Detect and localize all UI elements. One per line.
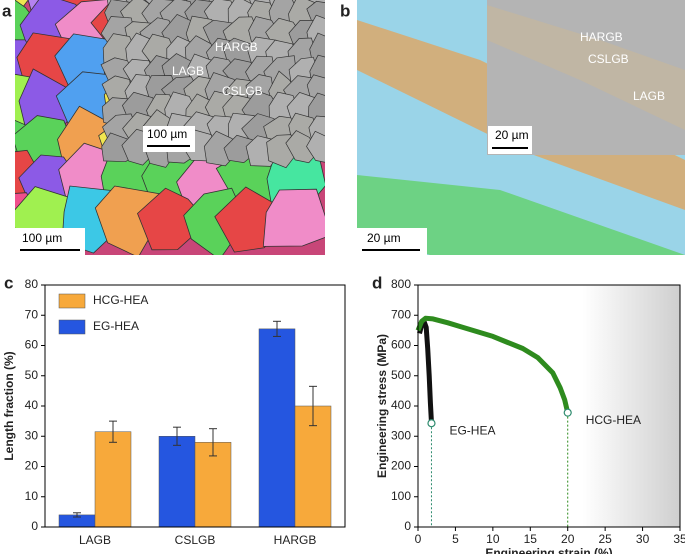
panel-label: d: [372, 273, 382, 292]
legend-label: EG-HEA: [93, 319, 139, 333]
y-axis-label: Length fraction (%): [2, 351, 16, 460]
panel-label: c: [4, 273, 13, 292]
x-tick-label: 15: [524, 532, 538, 546]
scale-bar-label: 20 µm: [495, 128, 529, 142]
legend-swatch: [58, 293, 86, 309]
grain: [0, 159, 6, 222]
grain-band: [487, 5, 685, 130]
curve: [417, 318, 434, 424]
grain: [223, 134, 256, 163]
image-overlay: HARGB CSLGB LAGB 20 µm 20 µm: [357, 30, 665, 255]
grain: [285, 130, 318, 164]
grain: [262, 188, 325, 247]
shaded-region: [582, 285, 680, 527]
curve-label: HCG-HEA: [586, 413, 641, 427]
y-tick-label: 20: [25, 459, 39, 473]
x-tick-label: 0: [415, 532, 422, 546]
scale-bar-label: 20 µm: [367, 231, 401, 245]
bar: [258, 328, 296, 528]
y-tick-label: 600: [391, 338, 411, 352]
y-tick-label: 200: [391, 459, 411, 473]
y-tick-label: 500: [391, 368, 411, 382]
grain: [0, 192, 3, 258]
y-tick-label: 0: [31, 519, 38, 533]
y-tick-label: 700: [391, 307, 411, 321]
y-tick-label: 30: [25, 428, 39, 442]
x-tick-label: HARGB: [274, 533, 317, 547]
y-tick-label: 800: [391, 277, 411, 291]
y-tick-label: 50: [25, 368, 39, 382]
y-tick-label: 70: [25, 307, 39, 321]
x-tick-label: CSLGB: [175, 533, 216, 547]
image-overlay: HARGB LAGB CSLGB 100 µm 100 µm: [15, 40, 263, 255]
curve: [415, 315, 571, 414]
panel-label: b: [340, 1, 350, 20]
annotation: LAGB: [633, 89, 665, 103]
grain: [0, 76, 1, 133]
scale-bar-box: [143, 126, 195, 152]
x-tick-label: 5: [452, 532, 459, 546]
y-tick-label: 0: [404, 519, 411, 533]
annotation: CSLGB: [588, 52, 629, 66]
legend-swatch: [58, 319, 86, 335]
x-tick-label: 20: [561, 532, 575, 546]
x-tick-label: LAGB: [79, 533, 111, 547]
end-marker: [563, 408, 572, 417]
panel-label: a: [2, 1, 12, 20]
end-marker: [427, 419, 436, 428]
y-axis-label: Engineering stress (MPa): [375, 334, 389, 478]
x-tick-label: 35: [673, 532, 685, 546]
y-tick-label: 40: [25, 398, 39, 412]
grain: [306, 130, 325, 163]
scale-bar-label: 100 µm: [147, 127, 187, 141]
y-tick-label: 10: [25, 489, 39, 503]
scale-bar-label: 100 µm: [22, 231, 62, 245]
legend-label: HCG-HEA: [93, 293, 148, 307]
plot-frame: [44, 284, 346, 528]
x-tick-label: 30: [636, 532, 650, 546]
y-tick-label: 60: [25, 338, 39, 352]
x-tick-label: 25: [598, 532, 612, 546]
y-tick-label: 300: [391, 428, 411, 442]
annotation: LAGB: [172, 64, 204, 78]
bar: [158, 436, 196, 528]
annotation: HARGB: [580, 30, 623, 44]
plot-frame: [417, 284, 681, 528]
y-tick-label: 100: [391, 489, 411, 503]
annotation: HARGB: [215, 40, 258, 54]
bar: [94, 431, 132, 528]
y-tick-label: 80: [25, 277, 39, 291]
grain-band: [357, 175, 685, 255]
x-axis-label: Engineering strain (%): [485, 546, 612, 554]
scale-bar-box: [488, 126, 532, 154]
curve-label: EG-HEA: [449, 423, 495, 437]
y-tick-label: 400: [391, 398, 411, 412]
x-tick-label: 10: [486, 532, 500, 546]
annotation: CSLGB: [222, 84, 263, 98]
